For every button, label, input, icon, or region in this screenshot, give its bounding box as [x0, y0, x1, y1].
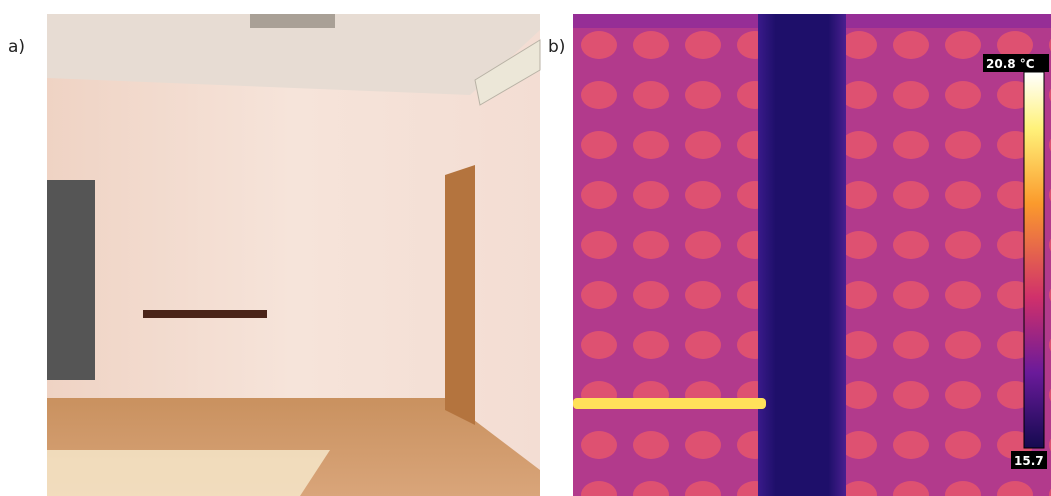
figure: a) b) 20.8 °C 15.7: [0, 0, 1051, 496]
shelf: [143, 310, 267, 318]
panel-label: a): [8, 37, 25, 57]
panel-b: b) 20.8 °C 15.7: [548, 14, 1051, 496]
ceiling-vent: [250, 14, 335, 28]
cold-column: [758, 14, 846, 496]
panel-a: a): [8, 14, 540, 496]
sunlight: [47, 450, 330, 496]
hot-line: [573, 398, 766, 409]
scale-max-label: 20.8 °C: [986, 57, 1035, 71]
wall-picture: [47, 180, 95, 380]
door: [445, 165, 475, 425]
panel-label: b): [548, 37, 565, 57]
scale-min-label: 15.7: [1014, 454, 1044, 468]
color-scale: [1024, 72, 1044, 448]
